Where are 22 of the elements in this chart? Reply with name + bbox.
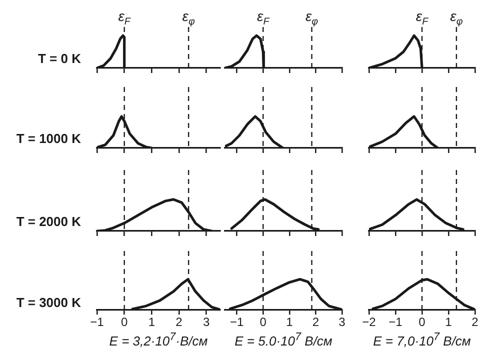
x-axis-title: E = 3,2·10$^{7}$·В/см: [109, 331, 208, 348]
x-axis-title: E = 5.0·10$^{7}$ В/см: [234, 331, 332, 348]
x-tick-label: 0: [260, 315, 267, 330]
x-axis-title: E = 7,0·10$^{7}$ В/см: [372, 331, 472, 348]
x-tick-label: 3: [202, 315, 210, 330]
y-axis-title: T = 2000 K: [16, 214, 81, 229]
x-tick-label: −1: [388, 315, 403, 330]
x-tick-label: 0: [120, 315, 128, 330]
y-axis-title: T = 0 K: [38, 51, 81, 66]
x-tick-label: 2: [176, 315, 183, 330]
x-tick-label: 3: [338, 315, 346, 330]
x-tick-label: −2: [362, 315, 376, 330]
x-tick-label: 0: [418, 315, 426, 330]
x-tick-label: 1: [286, 315, 294, 330]
x-tick-label: 2: [472, 315, 479, 330]
x-tick-label: 2: [312, 315, 320, 330]
x-tick-label: −1: [230, 315, 244, 330]
x-tick-label: −1: [90, 315, 104, 330]
x-tick-label: 1: [445, 315, 452, 330]
x-tick-label: 1: [148, 315, 156, 330]
y-axis-title: T = 1000 K: [16, 131, 81, 146]
y-axis-title: T = 3000 K: [16, 295, 81, 310]
